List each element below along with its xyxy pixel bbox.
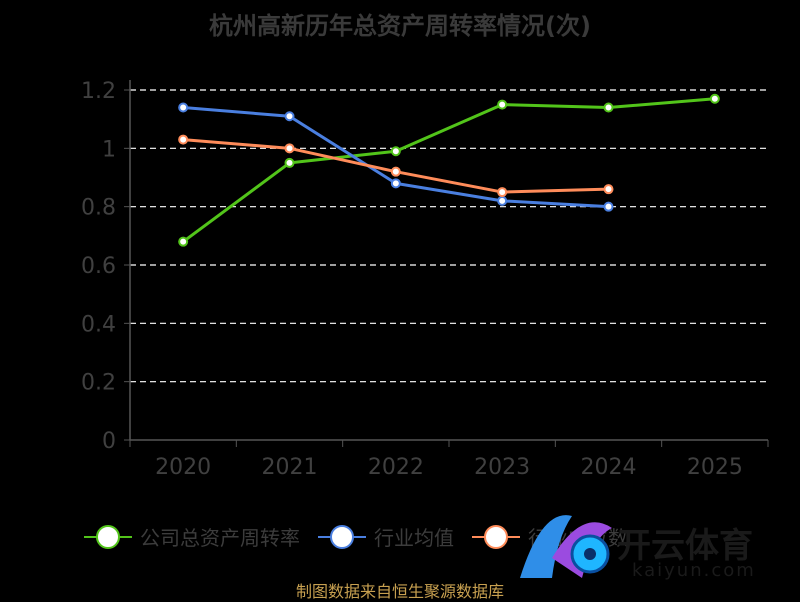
x-tick-label: 2023	[474, 455, 530, 480]
y-tick-label: 0.2	[81, 371, 116, 396]
legend-marker-icon	[472, 524, 520, 549]
series-line-1	[182, 97, 715, 243]
x-tick-label: 2024	[581, 455, 637, 480]
data-point	[497, 99, 508, 110]
data-point	[603, 102, 614, 113]
data-point	[709, 93, 720, 104]
legend-item-industry-mean[interactable]: 行业均值	[318, 522, 454, 551]
x-tick-label: 2022	[368, 455, 424, 480]
chart-title: 杭州高新历年总资产周转率情况(次)	[209, 12, 591, 40]
y-tick-label: 0	[102, 429, 116, 454]
watermark-logo: 开云体育 kaiyun.com	[512, 498, 800, 600]
legend-label: 行业均值	[374, 526, 454, 550]
data-point	[284, 143, 295, 154]
y-tick-label: 0.6	[81, 254, 116, 279]
data-point	[178, 134, 189, 145]
legend-label: 公司总资产周转率	[140, 526, 300, 550]
x-tick-label: 2021	[262, 455, 318, 480]
legend-marker-icon	[84, 524, 132, 549]
watermark-text: 开云体育	[617, 526, 753, 566]
data-point	[390, 166, 401, 177]
data-point	[603, 184, 614, 195]
x-tick-label: 2025	[687, 455, 743, 480]
y-tick-label: 1.2	[81, 79, 116, 104]
legend-marker-icon	[318, 524, 366, 549]
x-tick-label: 2020	[155, 455, 211, 480]
data-point	[497, 187, 508, 198]
data-point	[390, 178, 401, 189]
data-point	[178, 102, 189, 113]
data-point	[390, 146, 401, 157]
data-point	[497, 195, 508, 206]
y-tick-label: 0.8	[81, 196, 116, 221]
watermark-url: kaiyun.com	[632, 560, 756, 581]
y-tick-label: 1	[102, 137, 116, 162]
data-point	[284, 111, 295, 122]
y-tick-label: 0.4	[81, 312, 116, 337]
data-source-note: 制图数据来自恒生聚源数据库	[295, 582, 504, 601]
legend-item-company[interactable]: 公司总资产周转率	[84, 522, 300, 551]
data-point	[603, 201, 614, 212]
data-point	[284, 157, 295, 168]
data-point	[178, 236, 189, 247]
